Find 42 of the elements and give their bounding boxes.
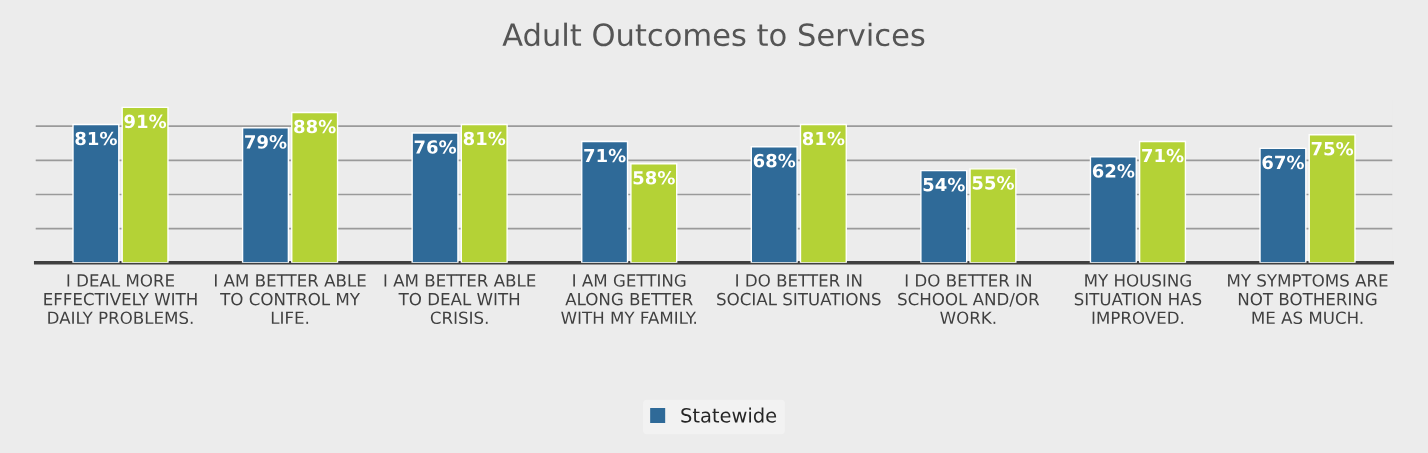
bar xyxy=(72,123,120,263)
bar xyxy=(1138,140,1187,263)
bar xyxy=(241,127,290,263)
bar xyxy=(1259,147,1307,263)
data-label: 91% xyxy=(124,114,167,129)
data-label: 71% xyxy=(584,148,626,163)
data-label: 67% xyxy=(1262,155,1304,170)
x-tick-label: MY SYMPTOMS ARE NOT BOTHERING ME AS MUCH. xyxy=(1228,274,1388,325)
data-label: 81% xyxy=(75,131,117,146)
data-label: 79% xyxy=(245,135,287,149)
data-label: 75% xyxy=(1311,141,1354,156)
data-label: 81% xyxy=(802,131,845,146)
legend-label: Statewide xyxy=(681,407,777,423)
x-tick-label: I DO BETTER IN SOCIAL SITUATIONS xyxy=(717,274,881,306)
x-tick-label: I DO BETTER IN SCHOOL AND/OR WORK. xyxy=(898,274,1040,325)
x-tick-label: I AM BETTER ABLE TO DEAL WITH CRISIS. xyxy=(384,274,536,325)
bar xyxy=(411,132,459,263)
x-tick-label: I AM GETTING ALONG BETTER WITH MY FAMILY. xyxy=(561,274,697,324)
chart-title: Adult Outcomes to Services xyxy=(502,22,925,47)
data-label: 71% xyxy=(1142,148,1184,163)
bar xyxy=(969,168,1017,263)
data-label: 68% xyxy=(753,153,796,168)
bar xyxy=(460,123,508,263)
bar xyxy=(920,169,968,263)
bar xyxy=(750,145,798,263)
bar xyxy=(581,140,629,263)
x-tick-label: I AM BETTER ABLE TO CONTROL MY LIFE. xyxy=(215,274,366,324)
bar xyxy=(1308,134,1356,263)
bar xyxy=(630,163,678,263)
bar xyxy=(121,106,169,263)
data-label: 76% xyxy=(414,140,457,154)
bar xyxy=(799,123,847,263)
data-label: 88% xyxy=(294,119,336,134)
x-tick-label: MY HOUSING SITUATION HAS IMPROVED. xyxy=(1074,274,1202,325)
x-tick-label: I DEAL MORE EFFECTIVELY WITH DAILY PROBLEMS. xyxy=(44,274,197,325)
data-label: 54% xyxy=(923,177,965,192)
data-label: 81% xyxy=(463,131,506,146)
data-label: 55% xyxy=(972,176,1014,190)
bar xyxy=(1089,156,1137,263)
data-label: 62% xyxy=(1092,164,1135,178)
bar xyxy=(291,111,339,263)
data-label: 58% xyxy=(633,170,675,185)
